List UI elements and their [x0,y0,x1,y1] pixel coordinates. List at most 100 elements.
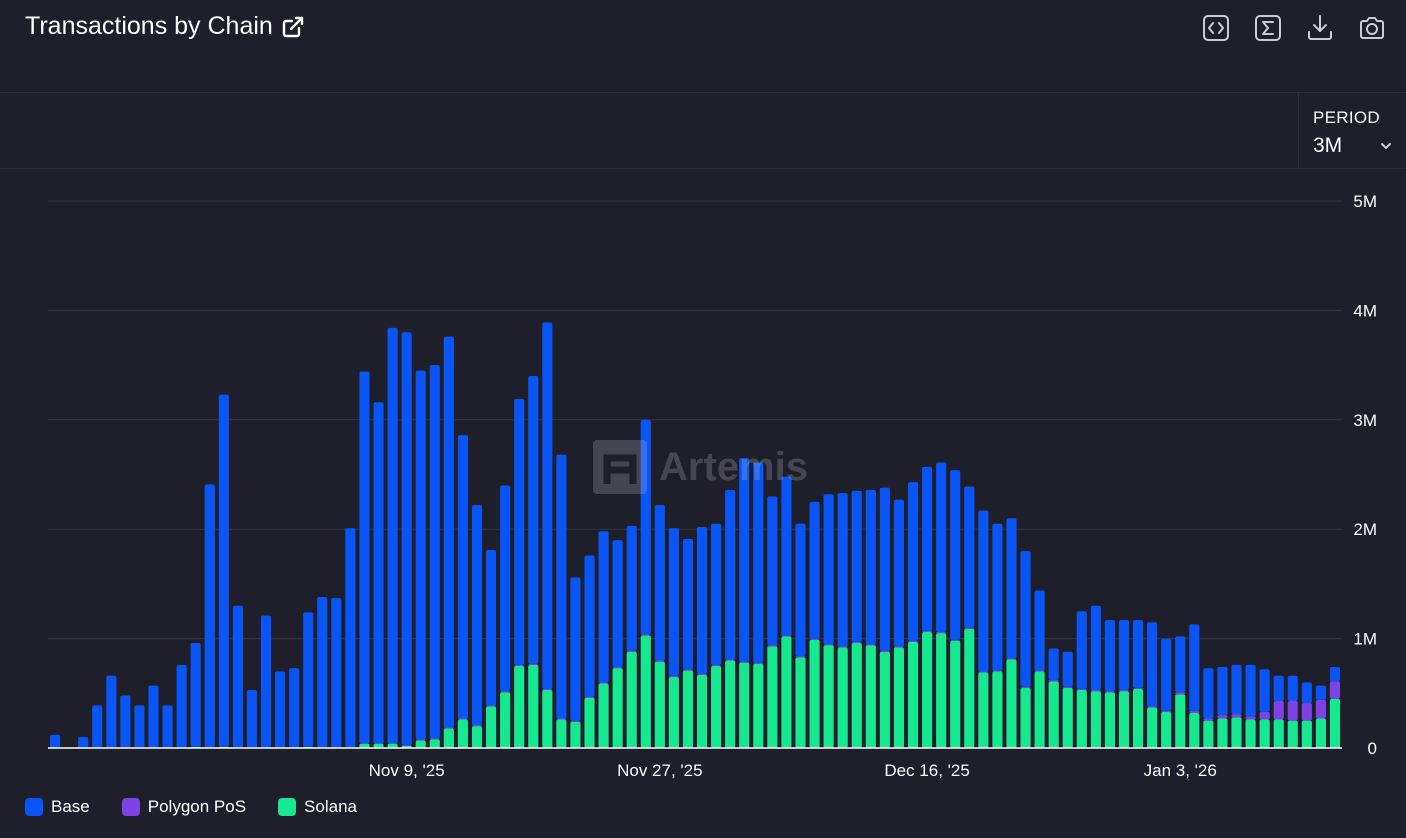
bar-segment [879,487,890,651]
bar-segment [1034,670,1045,672]
bar-segment [1203,720,1214,748]
bar-segment [1020,551,1031,687]
bar-segment [78,737,89,748]
bar-segment [668,528,679,676]
legend: Base Polygon PoS Solana [25,797,357,817]
bar-segment [1315,685,1326,700]
period-label: PERIOD [1313,108,1380,127]
bar-segment [626,650,637,652]
bar-segment [865,644,876,646]
y-tick-label: 2M [1353,520,1377,539]
bar-segment [1175,692,1186,695]
bar-segment [1245,716,1256,720]
camera-icon [1360,17,1384,39]
formula-button[interactable] [1252,12,1284,44]
bar-segment [373,402,384,744]
bar-segment [1231,664,1242,715]
bar-segment [711,523,722,665]
bar-segment [542,690,553,748]
bar-segment [950,640,961,748]
bar-segment [753,662,764,664]
bar-segment [387,743,398,748]
bar-segment [584,555,595,697]
bar-segment [809,639,820,748]
bar-segment [387,327,398,744]
bar-segment [345,528,356,748]
bar-segment [936,632,947,634]
period-select[interactable]: PERIOD 3M [1298,93,1406,168]
bar-segment [1245,719,1256,748]
bar-segment [373,743,384,748]
bar-segment [626,651,637,748]
bar-segment [851,641,862,643]
bar-segment [134,705,145,748]
bar-segment [49,734,61,748]
bar-segment [1273,675,1284,701]
bar-segment [654,505,665,661]
bar-segment [289,668,300,748]
bar-segment [1147,622,1158,707]
bar-segment [556,718,567,720]
bar-segment [936,633,947,748]
bar-segment [204,484,215,748]
bar-segment [542,688,553,691]
bar-segment [1315,718,1326,748]
bar-segment [823,494,834,645]
embed-button[interactable] [1200,12,1232,44]
bar-segment [950,470,961,640]
bar-segment [1175,694,1186,748]
bar-segment [1287,700,1298,721]
bar-segment [584,696,595,698]
bar-segment [1006,658,1017,660]
bar-segment [500,692,511,748]
legend-item-base[interactable]: Base [25,797,90,817]
bar-segment [1020,686,1031,688]
bar-segment [668,676,679,748]
bar-segment [922,466,933,631]
legend-item-polygon[interactable]: Polygon PoS [121,797,247,817]
bar-segment [1104,691,1115,693]
bar-segment [260,615,272,748]
bar-segment [1161,638,1172,711]
bar-segment [823,645,834,748]
bar-segment [1090,605,1101,691]
bar-segment [851,490,862,642]
bar-segment [725,489,736,660]
legend-item-solana[interactable]: Solana [278,797,357,817]
bar-segment [570,577,581,721]
screenshot-button[interactable] [1356,12,1388,44]
bar-segment [471,726,483,748]
bar-segment [767,496,778,646]
bar-segment [1062,651,1073,687]
legend-label-polygon: Polygon PoS [147,797,247,816]
bar-segment [1062,686,1073,688]
bar-segment [1301,682,1312,704]
bar-segment [1132,687,1144,689]
bar-segment [1090,690,1101,692]
bar-segment [331,598,342,748]
bar-segment [1259,711,1270,720]
bar-segment [471,505,483,726]
bar-segment [711,664,722,666]
x-tick-label: Dec 16, '25 [884,761,969,780]
bar-segment [1034,671,1045,748]
bar-segment [1048,681,1059,748]
y-tick-label: 4M [1353,301,1377,320]
bar-segment [556,719,567,748]
bar-segment [781,635,792,637]
code-icon [1203,15,1229,41]
bar-segment [232,605,243,748]
legend-label-base: Base [51,797,90,816]
bar-segment [1217,667,1228,716]
y-tick-label: 5M [1353,192,1377,211]
bar-segment [528,663,539,665]
bar-segment [1189,710,1200,713]
bar-segment [640,634,651,636]
bar-segment [443,336,454,728]
bar-segment [767,646,778,748]
external-link-icon[interactable] [281,15,305,39]
bar-segment [922,630,933,633]
download-button[interactable] [1304,12,1336,44]
bar-segment [401,332,412,745]
bar-segment [1287,675,1298,701]
